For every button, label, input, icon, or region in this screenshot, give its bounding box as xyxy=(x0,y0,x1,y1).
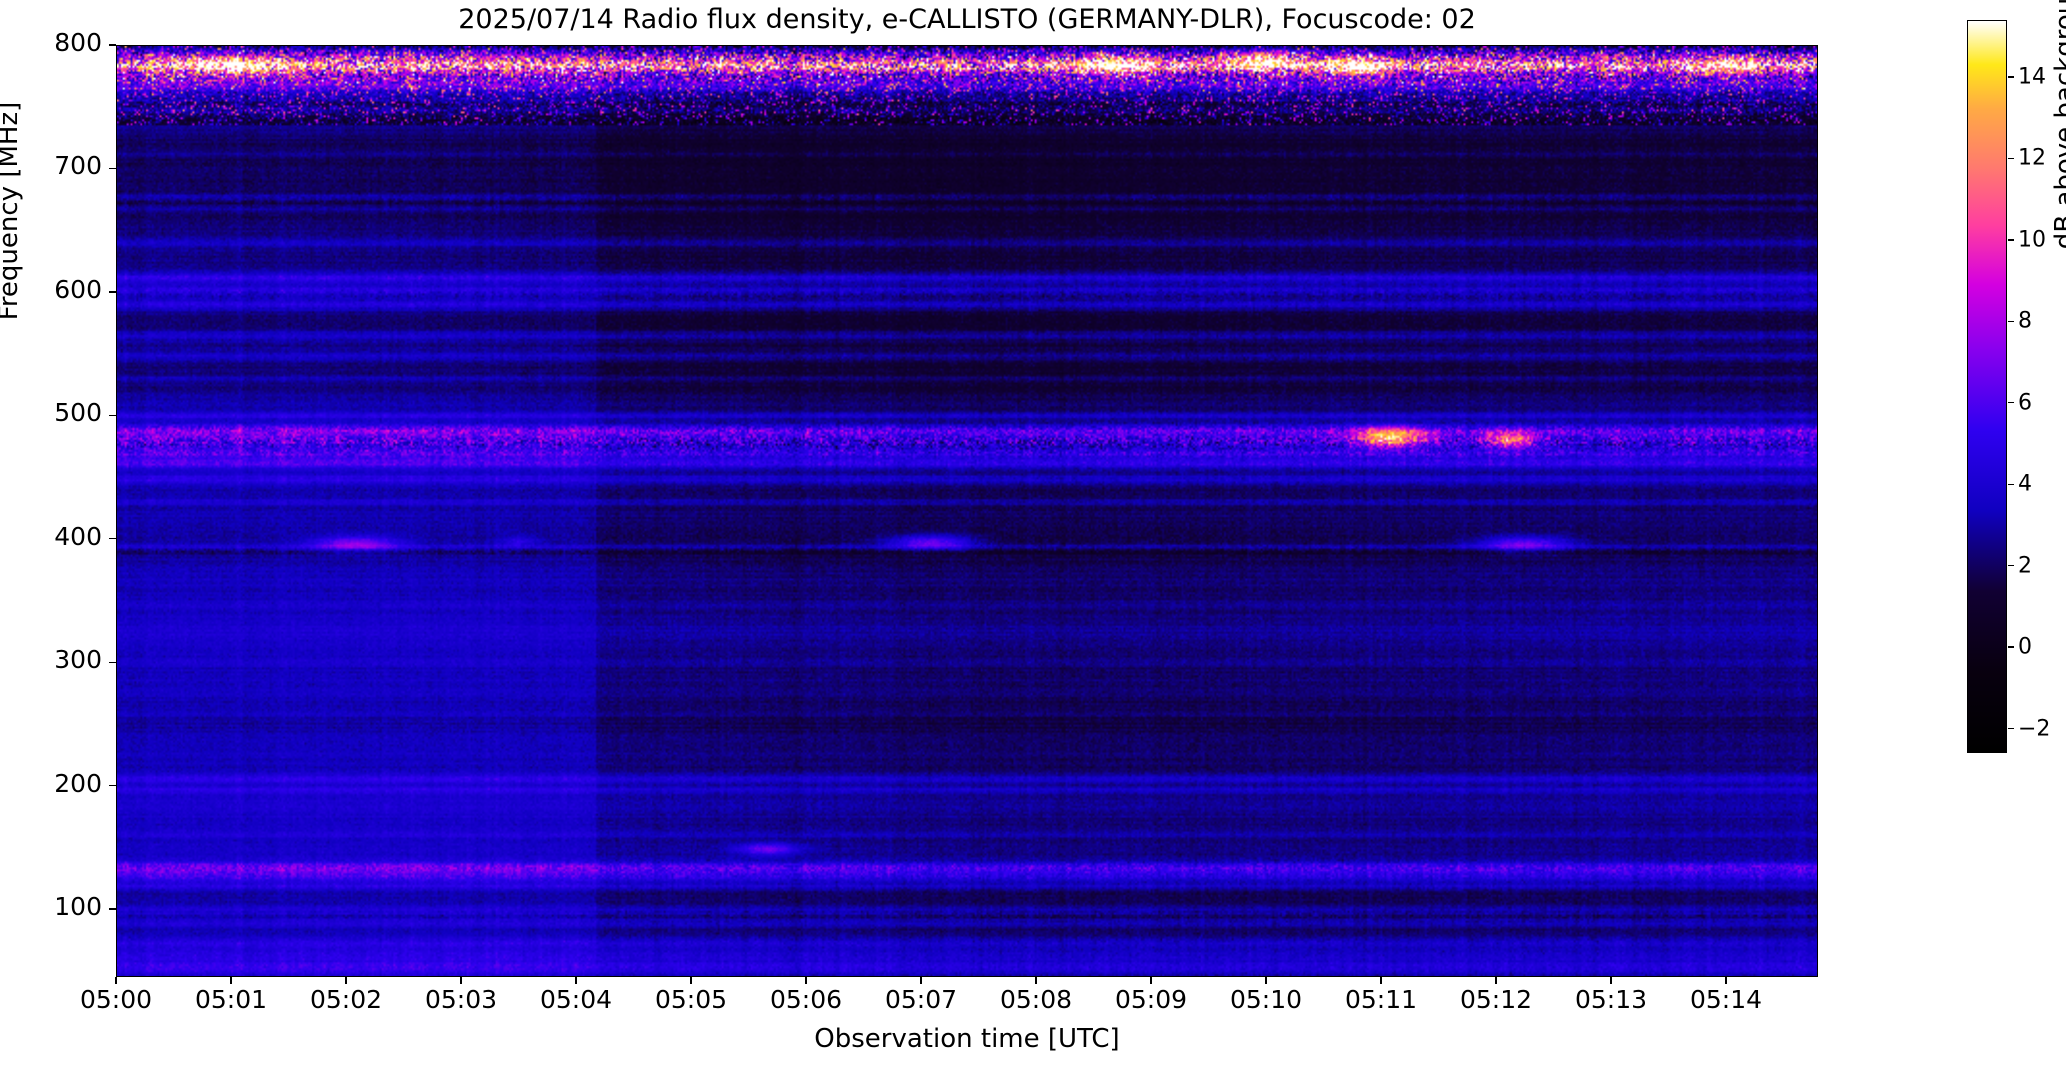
x-tick-label: 05:12 xyxy=(1459,985,1533,1014)
x-tick-mark xyxy=(1725,977,1727,984)
x-tick-mark xyxy=(575,977,577,984)
x-tick-label: 05:07 xyxy=(884,985,958,1014)
colorbar-gradient xyxy=(1968,21,2006,752)
x-tick-mark xyxy=(460,977,462,984)
x-axis-label: Observation time [UTC] xyxy=(814,1024,1120,1054)
y-tick-mark xyxy=(109,784,116,787)
y-tick-mark xyxy=(109,538,116,540)
y-tick-mark xyxy=(109,661,116,663)
y-tick-label: 100 xyxy=(54,892,102,922)
x-tick-mark xyxy=(1265,977,1267,984)
colorbar-tick-mark xyxy=(2008,402,2014,404)
colorbar-tick-mark xyxy=(2008,157,2014,160)
colorbar[interactable] xyxy=(1967,20,2007,753)
colorbar-label: dB above background xyxy=(2050,0,2066,250)
colorbar-tick-mark xyxy=(2008,483,2014,485)
x-tick-label: 05:02 xyxy=(309,985,383,1014)
y-tick-label: 700 xyxy=(54,151,102,181)
y-tick-label: 400 xyxy=(54,521,102,551)
colorbar-tick-mark xyxy=(2008,239,2014,241)
x-tick-mark xyxy=(690,977,692,984)
x-tick-mark xyxy=(920,977,922,984)
x-tick-label: 05:14 xyxy=(1689,985,1763,1014)
colorbar-tick-label: 10 xyxy=(2018,227,2046,253)
y-tick-label: 800 xyxy=(54,28,102,57)
colorbar-tick-label: 2 xyxy=(2018,553,2032,579)
x-tick-label: 05:05 xyxy=(654,985,728,1014)
x-tick-mark xyxy=(115,977,117,984)
colorbar-tick-mark xyxy=(2008,564,2014,567)
colorbar-tick-mark xyxy=(2008,646,2014,648)
y-tick-label: 600 xyxy=(54,274,102,304)
x-tick-mark xyxy=(1150,977,1152,984)
x-tick-label: 05:09 xyxy=(1114,985,1188,1014)
colorbar-tick-mark xyxy=(2008,76,2014,78)
x-tick-mark xyxy=(345,977,347,984)
colorbar-tick-mark xyxy=(2008,727,2014,730)
x-tick-label: 05:06 xyxy=(769,985,843,1014)
y-tick-mark xyxy=(109,167,116,170)
colorbar-tick-label: 14 xyxy=(2018,64,2046,90)
colorbar-tick-mark xyxy=(2008,320,2014,323)
x-tick-mark xyxy=(1035,977,1037,984)
y-tick-mark xyxy=(109,908,116,910)
spectrogram-image xyxy=(117,46,1817,976)
x-tick-label: 05:11 xyxy=(1344,985,1418,1014)
spectrogram-axes[interactable] xyxy=(116,45,1818,977)
y-tick-mark xyxy=(109,291,116,293)
x-tick-mark xyxy=(1495,977,1497,984)
x-tick-label: 05:10 xyxy=(1229,985,1303,1014)
x-tick-label: 05:03 xyxy=(424,985,498,1014)
x-tick-label: 05:04 xyxy=(539,985,613,1014)
y-axis-label: Frequency [MHz] xyxy=(0,101,24,321)
x-tick-label: 05:13 xyxy=(1574,985,1648,1014)
x-tick-mark xyxy=(230,977,232,984)
spectrogram-heatmap xyxy=(117,46,1817,976)
x-tick-label: 05:01 xyxy=(194,985,268,1014)
colorbar-tick-label: 6 xyxy=(2018,390,2032,416)
y-tick-mark xyxy=(109,414,116,417)
colorbar-tick-label: 8 xyxy=(2018,308,2032,334)
y-tick-label: 500 xyxy=(54,398,102,428)
x-tick-label: 05:08 xyxy=(999,985,1073,1014)
x-tick-mark xyxy=(805,977,807,984)
y-tick-label: 300 xyxy=(54,645,102,675)
colorbar-tick-label: 4 xyxy=(2018,471,2032,497)
y-tick-label: 200 xyxy=(54,768,102,798)
page-title: 2025/07/14 Radio flux density, e-CALLIST… xyxy=(458,4,1476,35)
y-tick-mark xyxy=(109,44,116,46)
colorbar-tick-label: −2 xyxy=(2018,716,2051,742)
colorbar-tick-label: 0 xyxy=(2018,634,2032,660)
x-tick-label: 05:00 xyxy=(79,985,153,1014)
x-tick-mark xyxy=(1380,977,1382,984)
colorbar-tick-label: 12 xyxy=(2018,145,2046,171)
x-tick-mark xyxy=(1610,977,1612,984)
